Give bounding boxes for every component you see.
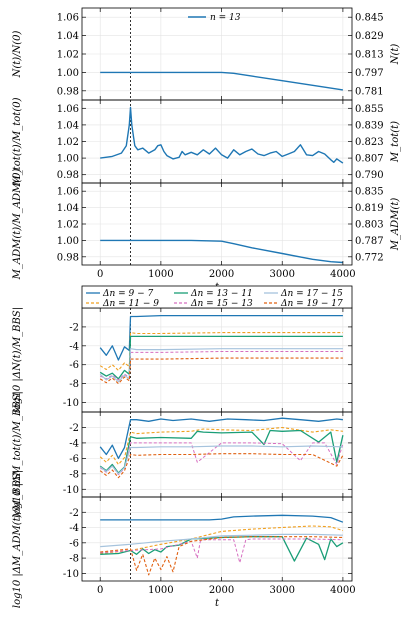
right-y-tick-label: 0.823 bbox=[355, 137, 384, 148]
y-tick-label: -8 bbox=[69, 554, 79, 565]
y-tick-label: -6 bbox=[69, 538, 79, 549]
right-y-tick-label: 0.787 bbox=[355, 236, 384, 247]
panel-bottom-2 bbox=[81, 411, 353, 498]
legend-label: Δn = 17 − 15 bbox=[280, 289, 343, 299]
y-axis-label: log10 |ΔN(t)/M_BBS| bbox=[12, 307, 23, 413]
legend-label: Δn = 9 − 7 bbox=[102, 289, 154, 299]
legend-label: Δn = 11 − 9 bbox=[102, 299, 159, 309]
series-line bbox=[99, 453, 344, 479]
panel-bottom-3 bbox=[81, 496, 353, 582]
y-tick-label: -6 bbox=[69, 454, 79, 465]
right-y-tick-label: 0.855 bbox=[355, 104, 384, 115]
series-line bbox=[100, 106, 344, 164]
series-line bbox=[100, 525, 344, 555]
x-tick-label: 4000 bbox=[330, 269, 355, 280]
right-y-tick-label: 0.807 bbox=[355, 154, 384, 165]
y-axis-label: M_tot(t)/M_tot(0) bbox=[12, 97, 23, 186]
y-tick-label: -4 bbox=[69, 438, 79, 449]
y-axis-label: M_ADM(t)/M_ADM(0) bbox=[12, 169, 23, 281]
series-line bbox=[99, 357, 343, 385]
x-tick-label: 0 bbox=[97, 269, 103, 280]
right-y-tick-label: 0.781 bbox=[355, 86, 384, 97]
series-line bbox=[99, 417, 343, 460]
y-tick-label: 1.06 bbox=[57, 13, 79, 24]
y-tick-label: -2 bbox=[69, 423, 79, 434]
y-tick-label: 0.98 bbox=[57, 170, 79, 181]
series-line bbox=[99, 426, 343, 466]
legend-label: Δn = 19 − 17 bbox=[280, 299, 343, 309]
x-axis-label: t bbox=[215, 598, 220, 609]
y-tick-label: -10 bbox=[63, 398, 79, 409]
y-tick-label: 1.00 bbox=[57, 68, 79, 79]
x-tick-label: 1000 bbox=[148, 269, 173, 280]
right-y-tick-label: 0.835 bbox=[355, 187, 384, 198]
y-tick-label: -10 bbox=[63, 569, 79, 580]
right-y-axis-label: M_ADM(t) bbox=[390, 198, 401, 252]
right-y-tick-label: 0.797 bbox=[355, 68, 384, 79]
y-tick-label: 1.04 bbox=[57, 120, 79, 131]
panel-top-3 bbox=[81, 182, 353, 266]
series-line bbox=[100, 239, 343, 264]
panel-frame bbox=[81, 307, 353, 413]
y-tick-label: 0.98 bbox=[57, 252, 79, 263]
panel-frame bbox=[81, 496, 353, 582]
y-tick-label: -8 bbox=[69, 469, 79, 480]
y-tick-label: 0.98 bbox=[57, 86, 79, 97]
x-tick-label: 3000 bbox=[269, 269, 294, 280]
right-y-tick-label: 0.839 bbox=[355, 120, 384, 131]
y-tick-label: -4 bbox=[69, 341, 79, 352]
series-line bbox=[100, 536, 343, 576]
series-line bbox=[99, 314, 343, 361]
x-tick-label: 4000 bbox=[330, 585, 355, 596]
y-tick-label: 1.06 bbox=[57, 104, 79, 115]
series-line bbox=[99, 445, 343, 475]
x-tick-label: 3000 bbox=[269, 585, 294, 596]
series-line bbox=[100, 533, 343, 548]
x-tick-label: 2000 bbox=[209, 269, 234, 280]
right-y-tick-label: 0.845 bbox=[355, 13, 384, 24]
legend-label: Δn = 13 − 11 bbox=[190, 289, 253, 299]
right-y-axis-label: N(t) bbox=[390, 44, 401, 66]
legend-box bbox=[81, 285, 353, 309]
right-y-axis-label: M_tot(t) bbox=[390, 121, 401, 163]
right-y-tick-label: 0.790 bbox=[355, 170, 384, 181]
y-tick-label: -2 bbox=[69, 508, 79, 519]
y-tick-label: 1.00 bbox=[57, 236, 79, 247]
x-tick-label: 1000 bbox=[148, 585, 173, 596]
y-tick-label: 1.06 bbox=[57, 187, 79, 198]
y-tick-label: 1.02 bbox=[57, 137, 79, 148]
legend-label: Δn = 15 − 13 bbox=[190, 299, 253, 309]
right-y-tick-label: 0.829 bbox=[355, 31, 384, 42]
y-tick-label: -2 bbox=[69, 322, 79, 333]
y-tick-label: -4 bbox=[69, 523, 79, 534]
right-y-tick-label: 0.803 bbox=[355, 220, 384, 231]
panel-frame bbox=[81, 411, 353, 498]
y-axis-label: N(t)/N(0) bbox=[12, 30, 23, 78]
series-line bbox=[100, 514, 344, 523]
y-tick-label: -10 bbox=[63, 485, 79, 496]
y-tick-label: 1.04 bbox=[57, 203, 79, 214]
right-y-tick-label: 0.813 bbox=[355, 50, 384, 61]
y-tick-label: -6 bbox=[69, 360, 79, 371]
y-tick-label: -8 bbox=[69, 379, 79, 390]
x-tick-label: 2000 bbox=[209, 585, 234, 596]
series-line bbox=[100, 71, 344, 91]
y-axis-label: log10 |ΔM_ADM(t)/M_BBS| bbox=[12, 470, 23, 608]
y-axis-label: log10 |ΔM_tot(t)/M_BBS| bbox=[12, 391, 23, 518]
x-tick-label: 0 bbox=[97, 585, 103, 596]
panel-bottom-1 bbox=[81, 307, 353, 413]
right-y-tick-label: 0.772 bbox=[355, 252, 384, 263]
y-tick-label: 1.02 bbox=[57, 50, 79, 61]
y-tick-label: 1.00 bbox=[57, 154, 79, 165]
panel-top-2 bbox=[81, 99, 353, 184]
y-tick-label: 1.02 bbox=[57, 220, 79, 231]
legend-label: n = 13 bbox=[210, 13, 241, 23]
y-tick-label: 1.04 bbox=[57, 31, 79, 42]
right-y-tick-label: 0.819 bbox=[355, 203, 384, 214]
series-line bbox=[100, 538, 343, 564]
